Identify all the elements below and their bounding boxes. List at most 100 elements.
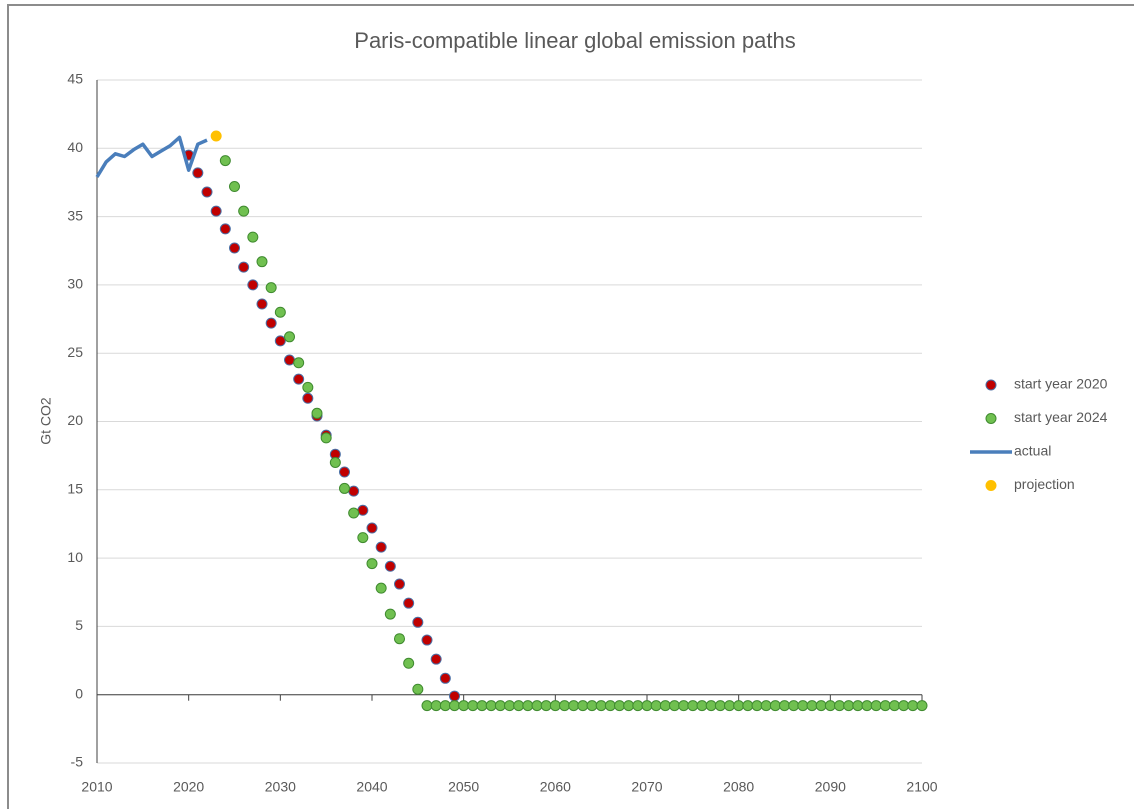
data-point xyxy=(751,700,763,712)
data-point xyxy=(375,582,387,594)
data-point xyxy=(375,541,387,553)
data-point xyxy=(705,700,717,712)
y-tick-label: 25 xyxy=(67,344,83,360)
data-point xyxy=(531,700,543,712)
data-point xyxy=(476,700,488,712)
legend-swatch xyxy=(985,480,997,491)
data-point xyxy=(384,608,396,620)
data-point xyxy=(659,700,671,712)
data-point xyxy=(824,700,836,712)
data-point xyxy=(238,261,250,273)
x-tick-label: 2040 xyxy=(356,779,387,795)
y-tick-label: 30 xyxy=(67,276,83,292)
data-point xyxy=(549,700,561,712)
data-point xyxy=(742,700,754,712)
data-point xyxy=(852,700,864,712)
data-point xyxy=(192,167,204,179)
data-point xyxy=(559,700,570,712)
data-point xyxy=(201,186,213,198)
data-point xyxy=(522,700,534,712)
data-point xyxy=(339,482,350,494)
data-point xyxy=(449,700,460,712)
data-point xyxy=(247,231,259,243)
data-point xyxy=(650,700,662,712)
data-point xyxy=(623,700,635,712)
data-point xyxy=(724,700,735,712)
data-point xyxy=(733,700,745,712)
legend-swatch xyxy=(985,413,997,424)
data-point xyxy=(916,700,928,712)
y-tick-label: 20 xyxy=(67,412,83,428)
x-tick-label: 2100 xyxy=(906,779,937,795)
data-point xyxy=(815,700,827,712)
data-point xyxy=(256,298,268,310)
data-point xyxy=(568,700,580,712)
data-point xyxy=(595,700,607,712)
data-point xyxy=(229,242,240,254)
data-point xyxy=(329,456,341,468)
data-point xyxy=(302,381,314,393)
data-point xyxy=(861,700,873,712)
y-tick-label: 0 xyxy=(75,685,83,701)
data-point xyxy=(247,279,259,291)
line-actual xyxy=(95,135,208,178)
data-point xyxy=(384,560,396,572)
data-point xyxy=(806,700,818,712)
data-point xyxy=(788,700,800,712)
data-point xyxy=(274,335,286,347)
data-point xyxy=(449,690,460,702)
data-point xyxy=(238,205,250,217)
data-point xyxy=(348,485,360,497)
data-point xyxy=(843,700,855,712)
data-point xyxy=(467,700,479,712)
data-point xyxy=(229,181,240,193)
data-point xyxy=(669,700,680,712)
data-point xyxy=(485,700,497,712)
legend-label: actual xyxy=(1014,443,1051,459)
data-point xyxy=(293,357,305,369)
data-point xyxy=(586,700,598,712)
legend-label: start year 2024 xyxy=(1014,409,1108,425)
x-tick-label: 2030 xyxy=(265,779,296,795)
data-point xyxy=(421,634,433,646)
data-point xyxy=(769,700,781,712)
data-point xyxy=(760,700,772,712)
y-tick-label: 40 xyxy=(67,139,83,155)
data-point xyxy=(293,373,305,385)
data-point xyxy=(403,597,415,609)
data-point xyxy=(513,700,525,712)
y-tick-label: 15 xyxy=(67,481,83,497)
data-point xyxy=(439,700,451,712)
data-point xyxy=(458,700,470,712)
data-point xyxy=(394,633,405,645)
data-point xyxy=(412,683,424,695)
data-point xyxy=(366,522,378,534)
data-point xyxy=(302,392,314,404)
data-point xyxy=(219,223,231,235)
data-point xyxy=(210,205,222,217)
x-tick-label: 2050 xyxy=(448,779,479,795)
data-point xyxy=(439,672,451,684)
y-axis-label: Gt CO2 xyxy=(38,397,54,445)
data-point xyxy=(284,354,295,366)
data-point xyxy=(834,700,845,712)
data-point xyxy=(430,653,442,665)
data-point xyxy=(696,700,708,712)
y-tick-label: 35 xyxy=(67,207,83,223)
data-point xyxy=(421,700,433,712)
data-point xyxy=(632,700,644,712)
data-point xyxy=(256,256,268,268)
data-point xyxy=(265,317,277,329)
chart-title: Paris-compatible linear global emission … xyxy=(354,28,795,53)
data-point xyxy=(678,700,690,712)
data-point xyxy=(797,700,809,712)
x-tick-label: 2070 xyxy=(631,779,662,795)
x-tick-label: 2010 xyxy=(81,779,112,795)
data-point xyxy=(320,432,332,444)
legend-swatch xyxy=(985,379,997,391)
data-point xyxy=(604,700,616,712)
data-point xyxy=(714,700,726,712)
data-point xyxy=(641,700,653,712)
y-tick-label: 45 xyxy=(67,71,83,87)
